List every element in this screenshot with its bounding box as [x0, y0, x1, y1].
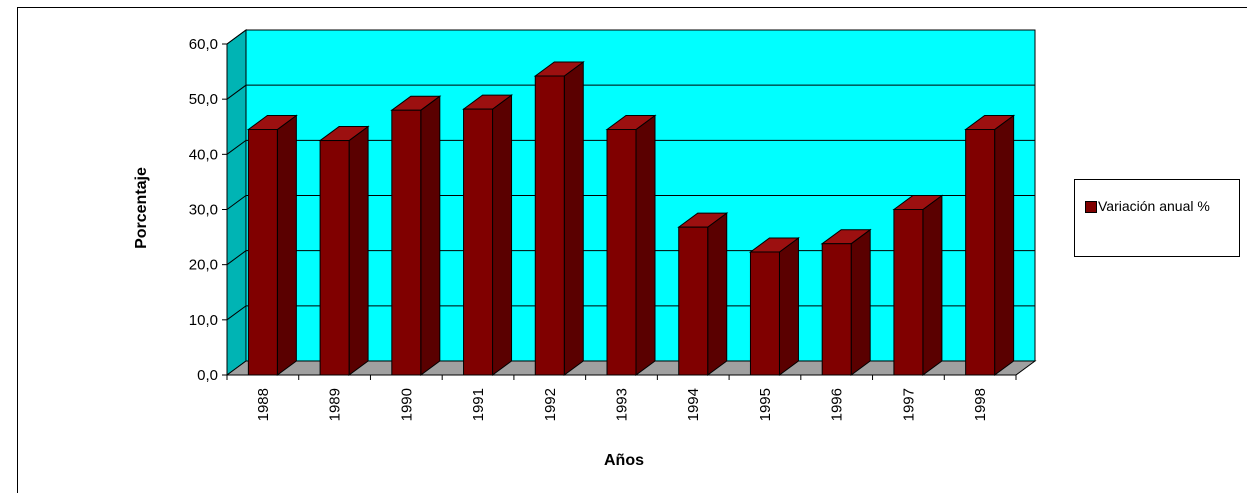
bar-front: [247, 129, 278, 376]
bar-side: [348, 125, 369, 376]
x-tick-label: 1992: [542, 388, 559, 421]
bar-front: [678, 226, 709, 376]
x-tick-label: 1996: [829, 388, 846, 421]
y-tick-label: 50,0: [189, 91, 218, 108]
y-tick-label: 60,0: [189, 36, 218, 53]
y-tick-label: 20,0: [189, 257, 218, 274]
bar-front: [965, 129, 996, 376]
bar-front: [463, 108, 494, 376]
bar-1991: [462, 94, 514, 376]
bar-side: [276, 114, 297, 376]
bar-front: [749, 251, 780, 376]
bar-front: [606, 129, 637, 376]
bar-1997: [892, 194, 944, 376]
bar-1995: [748, 236, 800, 376]
legend-label: Variación anual %: [1098, 198, 1210, 214]
x-tick-label: 1990: [398, 388, 415, 421]
bar-side: [635, 114, 656, 376]
bar-1988: [246, 114, 298, 376]
bar-side: [850, 228, 871, 376]
bar-side: [778, 236, 799, 376]
bar-side: [922, 194, 943, 376]
y-tick-label: 10,0: [189, 312, 218, 329]
gridline: [226, 84, 1035, 100]
x-tick-label: 1997: [900, 388, 917, 421]
x-tick-label: 1989: [327, 388, 344, 421]
gridline: [226, 29, 1035, 45]
bar-side: [492, 94, 513, 376]
bar-1992: [533, 61, 585, 376]
x-tick-label: 1991: [470, 388, 487, 421]
bar-1989: [318, 125, 370, 376]
bar-1993: [605, 114, 657, 376]
bar-side: [994, 114, 1015, 376]
x-tick-label: 1998: [972, 388, 989, 421]
bar-front: [821, 243, 852, 376]
bar-front: [534, 75, 565, 376]
bar-1990: [390, 95, 442, 376]
y-tick-label: 40,0: [189, 146, 218, 163]
bar-1998: [964, 114, 1016, 376]
y-tick-label: 30,0: [189, 202, 218, 219]
bar-side: [563, 61, 584, 376]
bar-1994: [677, 212, 729, 376]
gridlines: [226, 29, 1035, 321]
gridline: [226, 139, 1035, 155]
gridline: [226, 195, 1035, 210]
x-tick-labels: 1988 1989 1990 1991 1992 1993 1994 1995 1996 1997…: [255, 388, 989, 421]
legend: Variación anual %: [1074, 179, 1240, 257]
x-axis-title: Años: [604, 452, 644, 469]
bar-side: [420, 95, 441, 376]
y-axis-title: Porcentaje: [133, 167, 150, 249]
chart-frame: [17, 7, 1247, 493]
x-tick-label: 1995: [757, 388, 774, 421]
axes: [222, 43, 1017, 380]
legend-swatch: [1085, 201, 1097, 213]
y-tick-label: 0,0: [197, 367, 218, 384]
x-tick-label: 1993: [614, 388, 631, 421]
y-tick-labels: 0,0 10,0 20,0 30,0 40,0 50,0 60,0: [189, 36, 218, 384]
bars: [246, 61, 1016, 376]
bar-front: [391, 109, 422, 376]
x-tick-label: 1988: [255, 388, 272, 421]
bar-front: [319, 140, 350, 376]
bar-front: [893, 209, 924, 376]
bar-side: [707, 212, 728, 376]
bar-1996: [820, 228, 872, 376]
x-tick-label: 1994: [685, 388, 702, 421]
